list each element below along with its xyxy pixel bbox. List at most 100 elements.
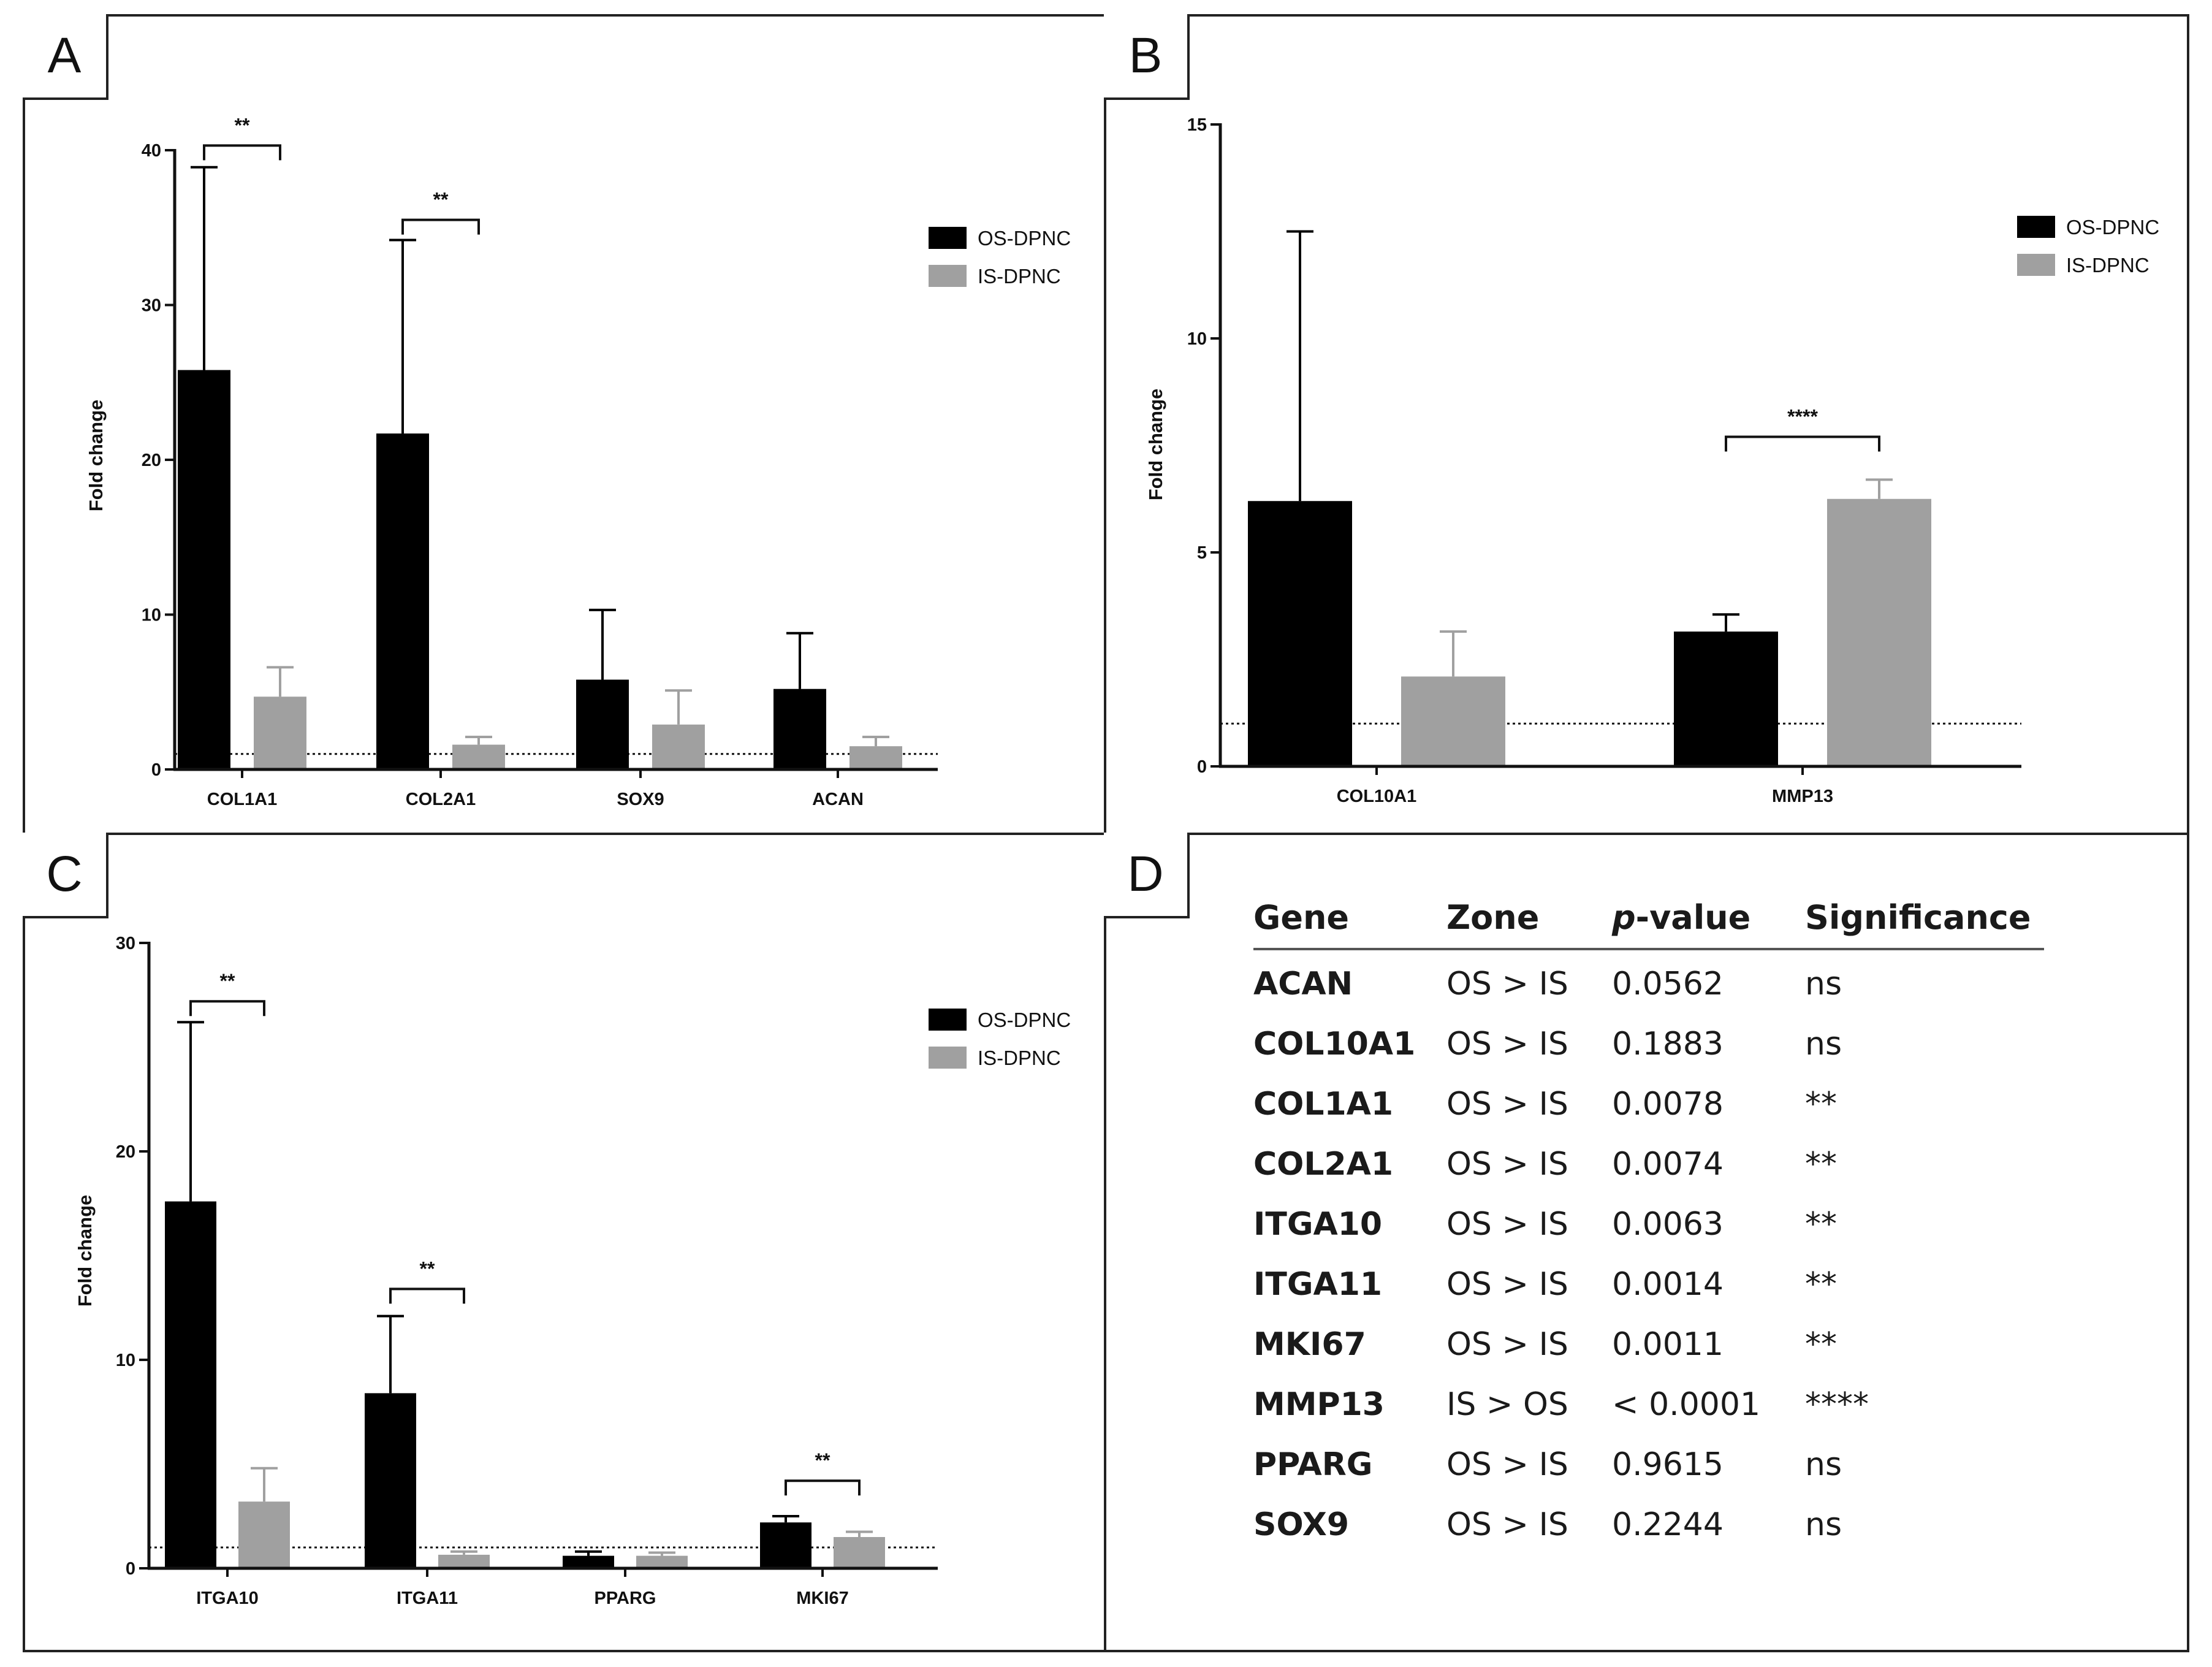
y-axis-label: Fold change <box>74 1195 96 1307</box>
significance-label: ** <box>220 970 235 992</box>
bar-is-dpnc-itga10 <box>238 1501 290 1568</box>
panel-letter-d: D <box>1104 833 1190 918</box>
x-tick-label: SOX9 <box>617 790 664 809</box>
legend-swatch-os-dpnc <box>2017 216 2055 238</box>
p-value-cell: 0.0562 <box>1612 966 1724 1002</box>
significance-bracket <box>389 1287 465 1304</box>
y-tick-label: 0 <box>151 760 161 780</box>
p-value-cell: 0.0011 <box>1612 1326 1724 1363</box>
bar-os-dpnc-col1a1 <box>178 370 230 769</box>
table-header-row: Gene Zone p-value Significance <box>1253 898 2044 950</box>
y-tick-label: 15 <box>1187 115 1207 135</box>
chart-c: ITGA10 ITGA11 PPARG MKI67 0 10 20 30 Fold change… <box>74 934 1071 1608</box>
x-tick-label: ITGA11 <box>397 1589 458 1608</box>
x-tick-label: COL10A1 <box>1337 787 1417 806</box>
x-tick-label: ITGA10 <box>196 1589 259 1608</box>
x-tick-label: COL1A1 <box>207 790 277 809</box>
significance-bracket <box>203 144 281 161</box>
significance-cell: ns <box>1805 1026 1842 1062</box>
bar-is-dpnc-itga11 <box>438 1554 490 1568</box>
x-tick-label: ACAN <box>812 790 864 809</box>
significance-label: ** <box>420 1257 435 1280</box>
bar-os-dpnc-itga11 <box>365 1393 416 1568</box>
header-significance: Significance <box>1805 898 2044 950</box>
significance-label: **** <box>1787 406 1818 428</box>
x-tick-label: PPARG <box>595 1589 656 1608</box>
bar-os-dpnc-mmp13 <box>1674 631 1778 766</box>
legend-swatch-is-dpnc <box>929 1047 967 1069</box>
p-value-cell: 0.0063 <box>1612 1206 1724 1243</box>
table-row: PPARG OS > IS 0.9615 ns <box>1253 1435 2044 1495</box>
significance-cell: ** <box>1805 1086 1837 1123</box>
significance-bracket <box>401 218 480 235</box>
legend-label-is-dpnc: IS-DPNC <box>978 1047 1061 1069</box>
panel-letter-c: C <box>23 833 108 918</box>
bar-os-dpnc-col10a1 <box>1248 501 1352 766</box>
y-tick-label: 10 <box>1187 329 1207 349</box>
x-tick-label: MKI67 <box>796 1589 848 1608</box>
y-tick-label: 30 <box>116 934 135 953</box>
zone-cell: OS > IS <box>1446 1146 1568 1183</box>
y-axis-label: Fold change <box>1145 389 1166 501</box>
bar-os-dpnc-pparg <box>563 1555 614 1568</box>
gene-cell: COL10A1 <box>1253 1026 1416 1062</box>
p-value-cell: 0.2244 <box>1612 1506 1724 1543</box>
table-row: SOX9 OS > IS 0.2244 ns <box>1253 1495 2044 1555</box>
significance-cell: ns <box>1805 966 1842 1002</box>
gene-cell: PPARG <box>1253 1446 1373 1483</box>
header-zone: Zone <box>1446 898 1612 950</box>
panel-letter-b: B <box>1104 14 1190 100</box>
table-row: ITGA11 OS > IS 0.0014 ** <box>1253 1254 2044 1314</box>
zone-cell: OS > IS <box>1446 1086 1568 1123</box>
legend-label-os-dpnc: OS-DPNC <box>978 227 1071 250</box>
p-value-cell: 0.9615 <box>1612 1446 1724 1483</box>
p-value-cell: < 0.0001 <box>1612 1386 1761 1423</box>
y-tick-label: 10 <box>142 606 161 625</box>
significance-cell: **** <box>1805 1386 1869 1423</box>
table-row: MKI67 OS > IS 0.0011 ** <box>1253 1314 2044 1375</box>
significance-bracket <box>785 1479 861 1496</box>
significance-label: ** <box>235 114 250 136</box>
y-tick-label: 20 <box>116 1142 135 1162</box>
header-p-value: p-value <box>1612 898 1805 950</box>
zone-cell: IS > OS <box>1446 1386 1568 1423</box>
significance-cell: ns <box>1805 1506 1842 1543</box>
legend-label-os-dpnc: OS-DPNC <box>978 1009 1071 1031</box>
y-tick-label: 30 <box>142 296 161 316</box>
panel-c: C ITGA10 ITGA11 PPARG MKI67 0 10 20 30 Fold chan… <box>23 833 1105 1652</box>
zone-cell: OS > IS <box>1446 1446 1568 1483</box>
bar-is-dpnc-col2a1 <box>452 744 505 769</box>
gene-cell: ITGA11 <box>1253 1266 1383 1303</box>
header-p-italic: p <box>1612 898 1636 937</box>
legend-label-is-dpnc: IS-DPNC <box>2066 254 2149 277</box>
table-row: MMP13 IS > OS < 0.0001 **** <box>1253 1375 2044 1435</box>
y-axis-label: Fold change <box>85 400 107 512</box>
significance-bracket <box>1725 435 1880 452</box>
gene-cell: MKI67 <box>1253 1326 1366 1363</box>
y-tick-label: 0 <box>1197 757 1207 777</box>
table-row: ACAN OS > IS 0.0562 ns <box>1253 949 2044 1014</box>
bar-is-dpnc-sox9 <box>652 724 705 769</box>
panel-a: A COL1A1 COL2A1 SOX9 ACAN 0 10 20 30 40 Fold chan… <box>23 14 1105 834</box>
table-row: COL2A1 OS > IS 0.0074 ** <box>1253 1134 2044 1194</box>
gene-cell: MMP13 <box>1253 1386 1385 1423</box>
significance-label: ** <box>433 189 449 211</box>
table-row: ITGA10 OS > IS 0.0063 ** <box>1253 1194 2044 1254</box>
y-tick-label: 5 <box>1197 543 1207 563</box>
table-row: COL10A1 OS > IS 0.1883 ns <box>1253 1014 2044 1074</box>
header-p-suffix: -value <box>1635 898 1751 937</box>
panel-d: D <box>1104 833 2189 1652</box>
panel-letter-a: A <box>23 14 108 100</box>
gene-cell: COL2A1 <box>1253 1146 1394 1183</box>
p-value-cell: 0.0078 <box>1612 1086 1724 1123</box>
bar-is-dpnc-mki67 <box>834 1537 885 1568</box>
legend-swatch-os-dpnc <box>929 227 967 249</box>
y-tick-label: 10 <box>116 1351 135 1370</box>
bar-is-dpnc-pparg <box>636 1555 688 1568</box>
chart-b: COL10A1 MMP13 0 5 10 15 Fold change **** OS-DPNC… <box>1145 115 2159 806</box>
bar-os-dpnc-acan <box>773 689 826 769</box>
x-tick-label: MMP13 <box>1772 787 1833 806</box>
significance-label: ** <box>815 1449 830 1471</box>
bar-os-dpnc-col2a1 <box>376 433 429 769</box>
bar-is-dpnc-acan <box>849 746 902 769</box>
